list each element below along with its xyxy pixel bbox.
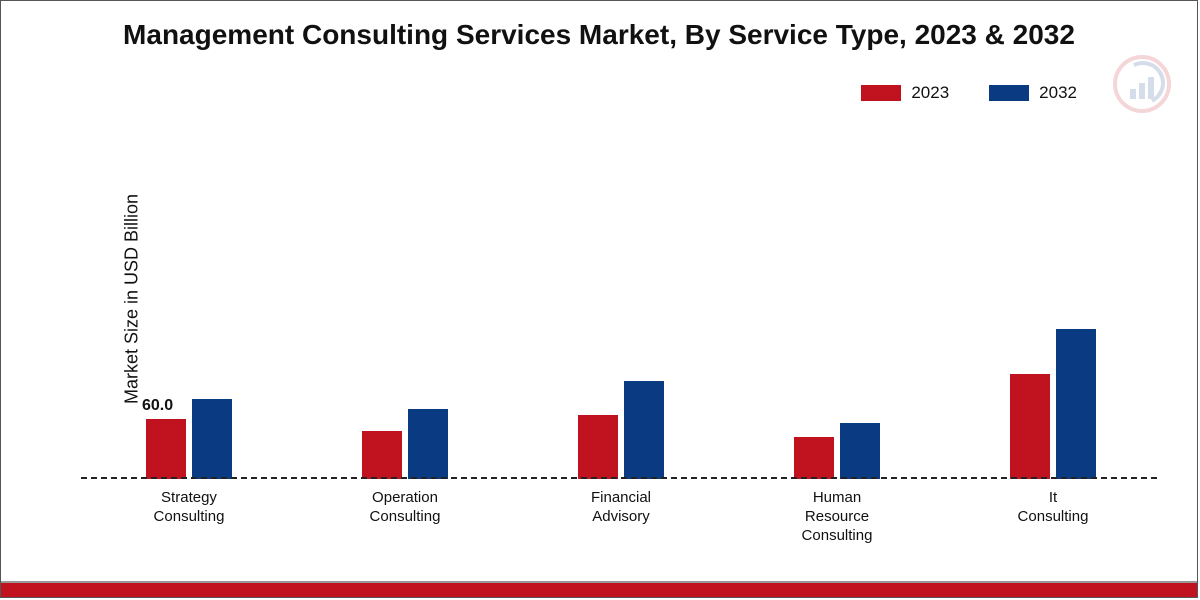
- bar-2023-2: [578, 415, 618, 479]
- bar-2032-1: [408, 409, 448, 479]
- bar-value-label: 60.0: [142, 397, 173, 415]
- bar-2023-3: [794, 437, 834, 479]
- bar-2023-4: [1010, 374, 1050, 479]
- legend-label-2023: 2023: [911, 83, 949, 103]
- x-tick-label: Strategy Consulting: [154, 489, 225, 527]
- bar-2032-3: [840, 423, 880, 479]
- legend-item-2032: 2032: [989, 83, 1077, 103]
- bar-2032-4: [1056, 329, 1096, 479]
- legend-swatch-2032: [989, 85, 1029, 101]
- x-axis-labels: Strategy Consulting Operation Consulting F…: [81, 489, 1157, 549]
- x-tick-label: Operation Consulting: [370, 489, 441, 527]
- legend-item-2023: 2023: [861, 83, 949, 103]
- watermark-icon: [1113, 55, 1171, 113]
- x-axis-baseline: [81, 477, 1157, 479]
- plot-area: 60.0: [81, 151, 1157, 479]
- legend: 2023 2032: [861, 83, 1077, 103]
- footer-bar: [1, 583, 1197, 597]
- footer: [1, 581, 1197, 597]
- x-tick-label: Financial Advisory: [591, 489, 651, 527]
- chart-frame: Management Consulting Services Market, B…: [0, 0, 1198, 598]
- chart-title: Management Consulting Services Market, B…: [1, 19, 1197, 51]
- x-tick-label: Human Resource Consulting: [802, 489, 873, 545]
- legend-label-2032: 2032: [1039, 83, 1077, 103]
- x-tick-label: It Consulting: [1018, 489, 1089, 527]
- bar-2023-0: [146, 419, 186, 479]
- bar-2032-0: [192, 399, 232, 479]
- legend-swatch-2023: [861, 85, 901, 101]
- bar-2023-1: [362, 431, 402, 479]
- bar-2032-2: [624, 381, 664, 479]
